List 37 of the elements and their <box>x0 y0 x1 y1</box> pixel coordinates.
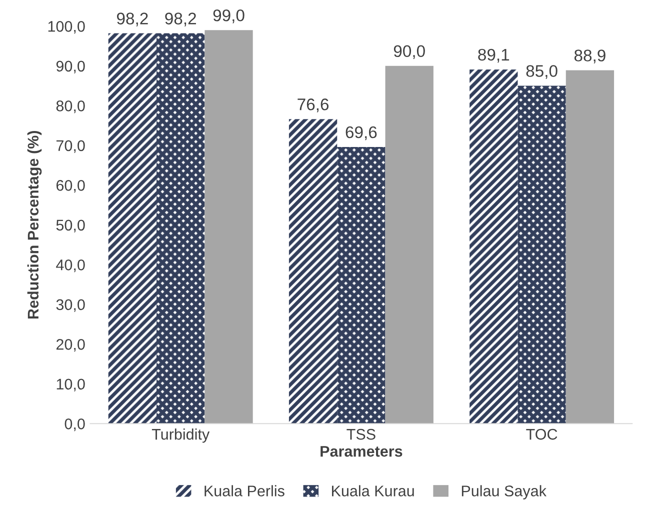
y-tick-label: 10,0 <box>56 378 85 392</box>
x-tick-label: TSS <box>346 428 376 440</box>
data-label: 69,6 <box>346 126 377 140</box>
data-label: 99,0 <box>213 9 244 24</box>
data-label: 98,2 <box>117 12 148 26</box>
y-tick-label: 100,0 <box>48 21 85 34</box>
bar <box>470 69 518 424</box>
bar <box>566 70 614 424</box>
bar <box>518 86 566 424</box>
bar <box>337 146 386 424</box>
y-tick-label: 0,0 <box>64 418 85 432</box>
bar <box>288 119 338 424</box>
y-tick-label: 70,0 <box>56 140 85 153</box>
y-axis-title: Reduction Percentage (%) <box>27 130 42 319</box>
x-tick-label: TOC <box>526 428 558 440</box>
y-tick-label: 20,0 <box>56 339 85 352</box>
y-tick-label: 60,0 <box>56 180 85 193</box>
data-label: 89,1 <box>478 48 510 63</box>
legend-label: Kuala Perlis <box>204 485 284 496</box>
data-label: 88,9 <box>574 50 606 64</box>
y-tick-label: 90,0 <box>56 60 85 74</box>
bar <box>108 33 157 424</box>
data-label: 85,0 <box>526 65 558 79</box>
x-axis-title: Parameters <box>320 446 402 457</box>
data-label: 90,0 <box>394 45 425 60</box>
data-label: 76,6 <box>298 98 329 112</box>
bar <box>156 33 205 424</box>
legend-label: Kuala Kurau <box>332 485 414 496</box>
y-tick-label: 80,0 <box>56 100 85 114</box>
y-tick-label: 40,0 <box>56 260 85 272</box>
data-label: 98,2 <box>165 12 196 26</box>
y-tick-label: 30,0 <box>56 299 85 312</box>
y-tick-label: 50,0 <box>56 220 85 232</box>
bar <box>204 30 253 424</box>
x-tick-label: Turbidity <box>152 428 210 443</box>
bar <box>385 66 434 424</box>
legend-label: Pulau Sayak <box>462 485 546 500</box>
